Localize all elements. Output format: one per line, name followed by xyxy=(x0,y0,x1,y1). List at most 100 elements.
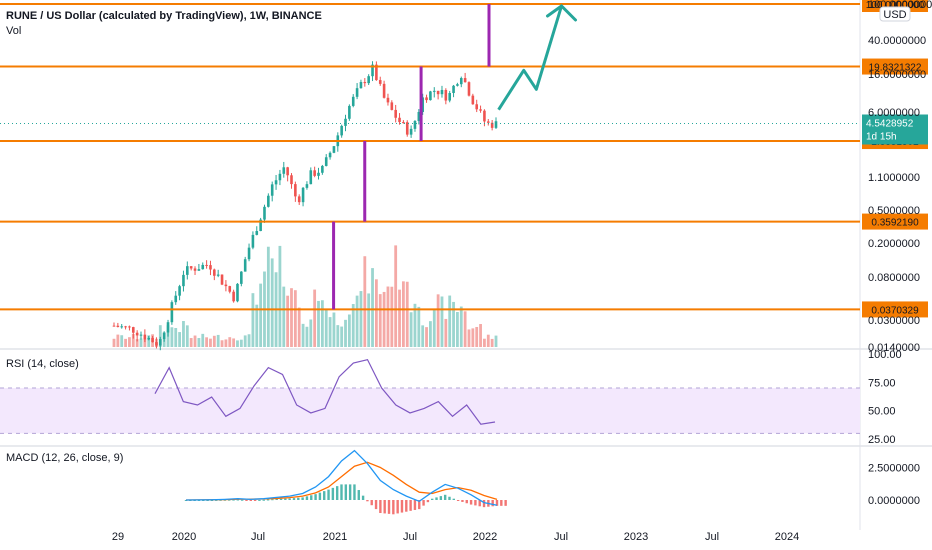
candle-body[interactable] xyxy=(382,83,386,98)
candle-body[interactable] xyxy=(378,80,382,84)
candle-body[interactable] xyxy=(294,184,297,197)
candle-body[interactable] xyxy=(344,118,347,126)
candle-body[interactable] xyxy=(112,325,116,327)
candle-body[interactable] xyxy=(220,274,224,285)
candle-body[interactable] xyxy=(390,102,394,110)
candle-body[interactable] xyxy=(243,259,247,272)
candle-body[interactable] xyxy=(135,332,139,336)
candle-body[interactable] xyxy=(486,121,490,123)
candle-body[interactable] xyxy=(255,231,259,235)
candle-body[interactable] xyxy=(448,93,451,101)
candle-body[interactable] xyxy=(216,274,220,276)
candle-body[interactable] xyxy=(151,337,154,343)
candle-body[interactable] xyxy=(282,167,286,174)
candle-body[interactable] xyxy=(209,265,212,270)
candle-body[interactable] xyxy=(456,84,459,86)
candle-body[interactable] xyxy=(355,88,359,97)
candle-body[interactable] xyxy=(413,120,417,129)
candle-body[interactable] xyxy=(178,286,181,296)
candle-body[interactable] xyxy=(236,283,239,302)
candle-body[interactable] xyxy=(417,111,421,121)
candle-body[interactable] xyxy=(363,82,367,84)
candle-body[interactable] xyxy=(128,326,131,328)
candle-body[interactable] xyxy=(494,121,498,128)
candle-body[interactable] xyxy=(348,105,351,119)
candle-body[interactable] xyxy=(139,334,143,336)
candle-body[interactable] xyxy=(267,195,270,207)
candle-body[interactable] xyxy=(440,89,444,95)
candle-body[interactable] xyxy=(224,284,228,287)
candle-body[interactable] xyxy=(116,325,120,327)
candle-body[interactable] xyxy=(124,326,127,328)
candle-body[interactable] xyxy=(367,76,370,84)
candle-body[interactable] xyxy=(297,196,301,203)
candle-body[interactable] xyxy=(402,122,405,124)
candle-body[interactable] xyxy=(324,157,328,166)
candle-body[interactable] xyxy=(259,219,262,232)
projection-path[interactable] xyxy=(497,5,563,111)
candle-body[interactable] xyxy=(186,266,189,275)
candle-body[interactable] xyxy=(170,302,174,323)
candle-body[interactable] xyxy=(120,326,124,328)
candle-body[interactable] xyxy=(483,110,486,122)
candle-body[interactable] xyxy=(398,117,401,123)
candle-body[interactable] xyxy=(475,104,479,110)
candle-body[interactable] xyxy=(228,286,232,292)
candle-body[interactable] xyxy=(240,271,243,284)
candle-body[interactable] xyxy=(193,268,197,271)
candle-body[interactable] xyxy=(351,96,355,106)
candle-body[interactable] xyxy=(143,334,147,340)
candle-body[interactable] xyxy=(471,95,475,105)
candle-body[interactable] xyxy=(409,128,413,135)
candle-body[interactable] xyxy=(452,85,455,94)
candle-body[interactable] xyxy=(359,82,363,89)
candle-body[interactable] xyxy=(467,82,471,96)
candle-body[interactable] xyxy=(317,172,320,176)
candle-body[interactable] xyxy=(305,184,309,188)
rsi-line[interactable] xyxy=(154,358,496,425)
candle-body[interactable] xyxy=(309,170,313,185)
candles[interactable] xyxy=(112,61,498,351)
candle-body[interactable] xyxy=(247,247,251,260)
candle-body[interactable] xyxy=(274,180,278,185)
candle-body[interactable] xyxy=(201,264,205,270)
candle-body[interactable] xyxy=(197,269,201,271)
candle-body[interactable] xyxy=(189,266,193,269)
candle-body[interactable] xyxy=(459,78,463,85)
last-price-tag[interactable] xyxy=(862,114,928,145)
candle-body[interactable] xyxy=(405,122,409,135)
candle-body[interactable] xyxy=(147,337,151,340)
candle-body[interactable] xyxy=(371,64,374,77)
projection-arrow[interactable] xyxy=(497,4,577,111)
candle-body[interactable] xyxy=(432,90,436,92)
candle-body[interactable] xyxy=(131,327,135,333)
candle-body[interactable] xyxy=(444,89,448,101)
candle-body[interactable] xyxy=(328,152,332,158)
macd-line[interactable] xyxy=(185,449,498,506)
candle-body[interactable] xyxy=(421,97,424,112)
candle-body[interactable] xyxy=(251,234,255,248)
candle-body[interactable] xyxy=(340,125,343,136)
candle-body[interactable] xyxy=(301,187,305,203)
currency-badge[interactable] xyxy=(879,6,911,22)
measure-lines[interactable] xyxy=(332,4,491,310)
candle-body[interactable] xyxy=(205,264,208,266)
candle-body[interactable] xyxy=(166,322,170,333)
horizontal-levels[interactable]: 100.000000019.83213222.88515020.35921900… xyxy=(0,0,928,318)
candle-body[interactable] xyxy=(394,109,397,118)
candle-body[interactable] xyxy=(162,332,166,340)
candle-body[interactable] xyxy=(386,97,390,103)
candle-body[interactable] xyxy=(155,342,158,346)
candle-body[interactable] xyxy=(182,274,185,287)
candle-body[interactable] xyxy=(490,122,494,128)
candle-body[interactable] xyxy=(286,167,289,176)
candle-body[interactable] xyxy=(463,78,467,83)
candle-body[interactable] xyxy=(159,339,162,346)
candle-body[interactable] xyxy=(278,173,282,181)
candle-body[interactable] xyxy=(213,269,216,276)
candle-body[interactable] xyxy=(321,165,324,173)
candle-body[interactable] xyxy=(429,91,432,101)
candle-body[interactable] xyxy=(436,90,440,95)
candle-body[interactable] xyxy=(290,175,293,185)
